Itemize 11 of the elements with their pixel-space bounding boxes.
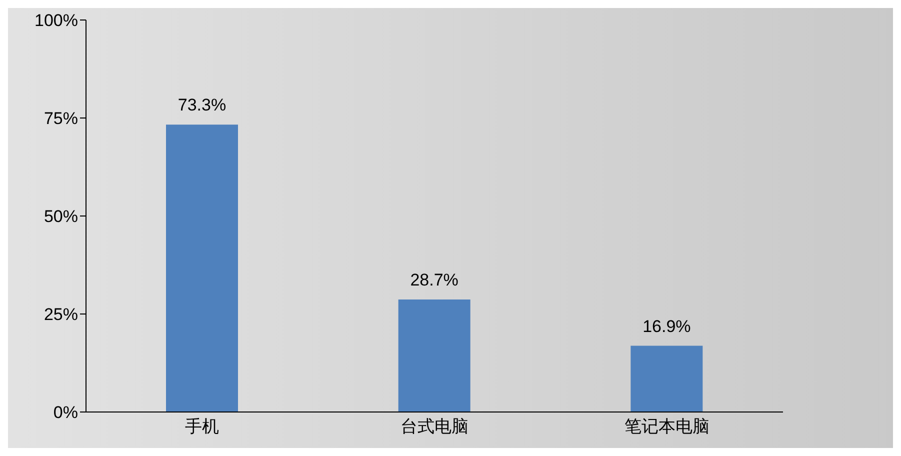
x-tick-label: 笔记本电脑 — [624, 417, 710, 436]
y-tick-label: 0% — [53, 403, 78, 422]
y-tick-label: 75% — [44, 109, 78, 128]
x-tick-label: 台式电脑 — [400, 417, 468, 436]
data-label: 28.7% — [410, 270, 458, 290]
x-tick-label: 手机 — [185, 417, 220, 436]
data-label: 73.3% — [178, 96, 226, 115]
y-tick-label: 25% — [44, 305, 78, 324]
y-tick-label: 50% — [44, 207, 78, 226]
data-label: 16.9% — [642, 316, 691, 336]
y-tick-label: 100% — [34, 11, 78, 30]
